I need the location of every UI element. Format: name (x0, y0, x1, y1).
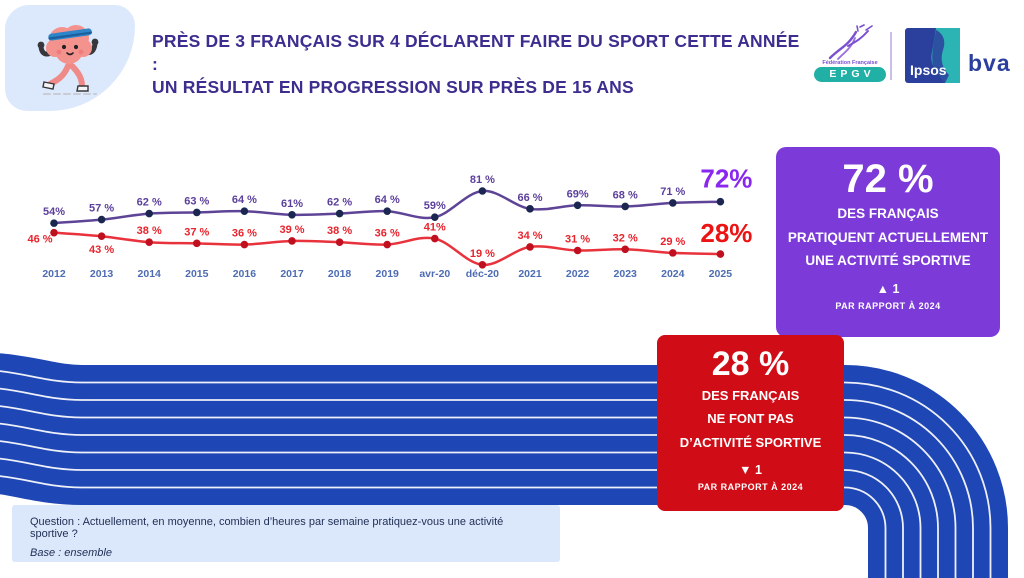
base-text: Base : ensemble (30, 547, 112, 559)
svg-text:déc-20: déc-20 (466, 268, 499, 280)
card-nosport-delta-value: 1 (754, 463, 762, 478)
ipsos-logo: Ipsos (905, 28, 960, 83)
svg-text:39 %: 39 % (279, 224, 304, 236)
svg-text:72%: 72% (700, 164, 752, 194)
svg-text:71 %: 71 % (660, 186, 685, 198)
svg-text:43 %: 43 % (89, 244, 114, 256)
svg-text:19 %: 19 % (470, 248, 495, 260)
page-title-line2: UN RÉSULTAT EN PROGRESSION SUR PRÈS DE 1… (152, 77, 634, 98)
page-title-line1: PRÈS DE 3 FRANÇAIS SUR 4 DÉCLARENT FAIRE… (152, 31, 800, 75)
svg-text:2013: 2013 (90, 268, 114, 280)
svg-text:2014: 2014 (138, 268, 162, 280)
svg-text:68 %: 68 % (613, 189, 638, 201)
svg-text:57 %: 57 % (89, 203, 114, 215)
svg-text:31 %: 31 % (565, 234, 590, 246)
svg-text:2021: 2021 (518, 268, 542, 280)
svg-text:34 %: 34 % (517, 230, 542, 242)
svg-text:2012: 2012 (42, 268, 66, 280)
svg-text:64 %: 64 % (232, 194, 257, 206)
svg-text:37 %: 37 % (184, 226, 209, 238)
svg-text:59%: 59% (424, 200, 446, 212)
epgv-caption: Fédération Française (822, 60, 878, 66)
page-title: PRÈS DE 3 FRANÇAIS SUR 4 DÉCLARENT FAIRE… (152, 30, 802, 99)
card-nosport-line2: NE FONT PAS (707, 411, 794, 427)
svg-text:62 %: 62 % (137, 197, 162, 209)
card-sport-delta-value: 1 (892, 281, 900, 296)
svg-text:2015: 2015 (185, 268, 209, 280)
svg-text:32 %: 32 % (613, 232, 638, 244)
svg-text:avr-20: avr-20 (419, 268, 450, 280)
card-no-sport: 28 % DES FRANÇAIS NE FONT PAS D’ACTIVITÉ… (657, 335, 844, 511)
card-sport-line2: PRATIQUENT ACTUELLEMENT (787, 229, 989, 245)
svg-text:61%: 61% (281, 198, 303, 210)
question-box: Question : Actuellement, en moyenne, com… (12, 505, 560, 562)
svg-text:54%: 54% (43, 206, 65, 218)
arrow-up-icon: ▲ (876, 281, 889, 296)
svg-text:2019: 2019 (376, 268, 400, 280)
svg-text:62 %: 62 % (327, 197, 352, 209)
card-nosport-line3: D’ACTIVITÉ SPORTIVE (679, 434, 822, 450)
logo-strip: Fédération Française EPGV Ipsos bva (810, 24, 1020, 90)
svg-text:69%: 69% (567, 188, 589, 200)
svg-text:36 %: 36 % (232, 228, 257, 240)
svg-text:63 %: 63 % (184, 195, 209, 207)
svg-text:29 %: 29 % (660, 236, 685, 248)
svg-text:46 %: 46 % (27, 234, 52, 246)
card-nosport-delta: ▼ 1 (657, 463, 844, 477)
svg-text:66 %: 66 % (517, 192, 542, 204)
epgv-logo: Fédération Française EPGV (810, 24, 890, 82)
card-sport-line3: UNE ACTIVITÉ SPORTIVE (805, 253, 971, 269)
svg-text:2018: 2018 (328, 268, 352, 280)
card-nosport-note: PAR RAPPORT À 2024 (697, 482, 804, 493)
card-sport-practice: 72 % DES FRANÇAIS PRATIQUENT ACTUELLEMEN… (776, 147, 1000, 337)
trend-line-chart: 54% 57 % 62 % 63 % 64 % 61% 62 % 64 % 59% 81 % 66 … (27, 164, 752, 280)
arrow-down-icon: ▼ (739, 463, 752, 478)
card-nosport-value: 28 % (711, 345, 790, 383)
question-text: Question : Actuellement, en moyenne, com… (30, 516, 504, 540)
svg-text:2016: 2016 (233, 268, 257, 280)
logo-divider (890, 32, 892, 80)
svg-text:81 %: 81 % (470, 174, 495, 186)
svg-text:36 %: 36 % (375, 228, 400, 240)
svg-text:2025: 2025 (709, 268, 733, 280)
svg-text:Ipsos: Ipsos (910, 62, 947, 78)
card-sport-line1: DES FRANÇAIS (837, 206, 939, 221)
card-sport-note: PAR RAPPORT À 2024 (835, 300, 941, 311)
card-sport-delta: ▲ 1 (776, 282, 1000, 296)
svg-text:2017: 2017 (280, 268, 304, 280)
svg-text:64 %: 64 % (375, 194, 400, 206)
epgv-wordmark: EPGV (814, 67, 886, 82)
svg-text:28%: 28% (700, 218, 752, 248)
card-sport-value: 72 % (842, 157, 934, 201)
bva-logo: bva (968, 50, 1011, 76)
svg-text:41%: 41% (424, 222, 446, 234)
svg-text:2022: 2022 (566, 268, 590, 280)
svg-text:2023: 2023 (614, 268, 638, 280)
svg-text:38 %: 38 % (137, 225, 162, 237)
svg-text:2024: 2024 (661, 268, 685, 280)
card-nosport-line1: DES FRANÇAIS (701, 388, 800, 403)
svg-text:38 %: 38 % (327, 225, 352, 237)
epgv-gymnast-icon (828, 24, 873, 60)
brain-mascot-icon (37, 25, 99, 95)
